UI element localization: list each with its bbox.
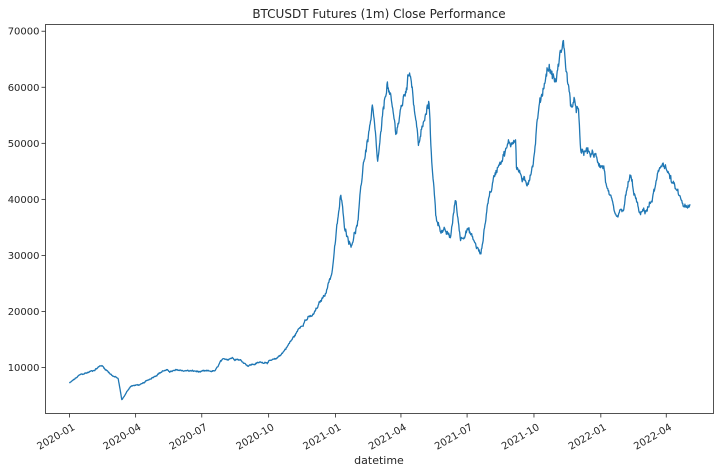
y-tick-label: 20000 [8, 307, 40, 318]
chart-title: BTCUSDT Futures (1m) Close Performance [252, 7, 505, 21]
x-tick-label: 2020-07 [168, 422, 210, 452]
x-tick-label: 2022-04 [632, 422, 674, 452]
y-tick-label: 30000 [8, 251, 40, 262]
y-tick-label: 50000 [8, 139, 40, 150]
plot-frame [45, 24, 714, 414]
x-tick-label: 2020-10 [235, 422, 277, 452]
x-tick-label: 2022-01 [567, 422, 609, 452]
x-axis-label: datetime [354, 454, 404, 467]
series-line [68, 39, 691, 401]
x-tick-label: 2020-04 [102, 422, 144, 452]
x-axis: 2020-01 2020-04 2020-07 2020-10 2021-01 2021-… [35, 413, 674, 453]
x-tick-label: 2021-07 [433, 422, 475, 452]
y-tick-label: 60000 [8, 83, 40, 94]
x-tick-label: 2021-01 [302, 422, 344, 452]
x-tick-label: 2021-10 [500, 422, 542, 452]
y-tick-label: 70000 [8, 27, 40, 38]
x-tick-label: 2021-04 [367, 422, 409, 452]
x-tick-label: 2020-01 [35, 422, 77, 452]
y-tick-label: 40000 [8, 195, 40, 206]
y-tick-label: 10000 [8, 363, 40, 374]
plot-area [68, 39, 691, 401]
y-axis: 10000 20000 30000 40000 50000 60000 70000 [8, 27, 46, 374]
